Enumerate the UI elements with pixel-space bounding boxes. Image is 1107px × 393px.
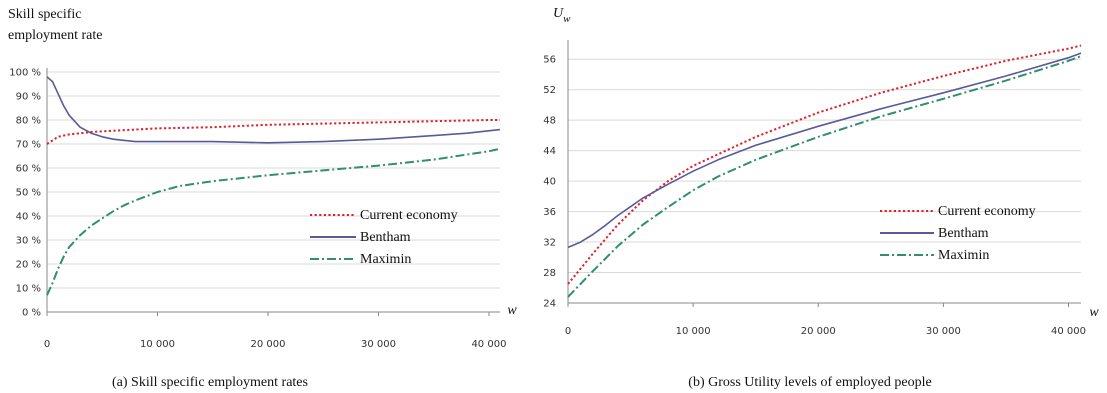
y-tick-label: 28 xyxy=(543,268,556,279)
y-tick-label: 80 % xyxy=(16,116,41,127)
x-tick-label: 20 000 xyxy=(250,339,285,350)
series-line-maximin xyxy=(567,55,1082,298)
x-tick-label: 10 000 xyxy=(676,326,711,337)
legend-label: Current economy xyxy=(360,208,458,223)
x-tick-label: 30 000 xyxy=(926,326,961,337)
y-tick-label: 90 % xyxy=(16,92,41,103)
x-tick-label: 0 xyxy=(565,326,571,337)
series-line-bentham xyxy=(46,76,501,144)
x-axis-label: w xyxy=(1089,305,1099,320)
chart-caption: (b) Gross Utility levels of employed peo… xyxy=(688,375,931,390)
series-line-bentham xyxy=(567,52,1082,249)
y-tick-label: 36 xyxy=(543,207,556,218)
y-axis-label: Uw xyxy=(553,6,571,25)
y-tick-label: 48 xyxy=(543,116,556,127)
y-tick-label: 10 % xyxy=(16,284,41,295)
y-tick-label: 0 % xyxy=(22,308,41,319)
y-axis-label: employment rate xyxy=(8,28,102,43)
series-line-current-economy xyxy=(46,119,500,145)
x-tick-label: 20 000 xyxy=(801,326,836,337)
chart-caption: (a) Skill specific employment rates xyxy=(112,375,308,390)
y-tick-label: 24 xyxy=(543,299,556,310)
y-tick-label: 70 % xyxy=(16,140,41,151)
y-axis-label: Skill specific xyxy=(8,7,82,22)
legend-label: Maximin xyxy=(360,252,411,267)
y-tick-label: 52 xyxy=(543,85,556,96)
legend-label: Current economy xyxy=(938,204,1036,219)
chart-panel-a: 0 % 10 % 20 % 30 % 40 % 50 % 60 % 70 % 80 % 90 % 1… xyxy=(8,7,517,390)
y-tick-label: 50 % xyxy=(16,188,41,199)
chart-panel-b: 24 28 32 36 40 44 48 52 56 0 10 000 20 000 30 000 40 … xyxy=(543,6,1099,390)
legend-label: Maximin xyxy=(938,248,989,263)
x-tick-label: 40 000 xyxy=(1051,326,1086,337)
y-tick-label: 60 % xyxy=(16,164,41,175)
x-axis-label: w xyxy=(507,303,517,318)
y-tick-label: 100 % xyxy=(9,68,41,79)
legend-label: Bentham xyxy=(360,230,411,245)
y-tick-label: 32 xyxy=(543,238,556,249)
x-tick-label: 10 000 xyxy=(140,339,175,350)
y-tick-label: 40 xyxy=(543,177,556,188)
y-tick-label: 44 xyxy=(543,146,556,157)
y-tick-label: 20 % xyxy=(16,260,41,271)
x-tick-label: 40 000 xyxy=(471,339,506,350)
legend-label: Bentham xyxy=(938,226,989,241)
x-tick-label: 0 xyxy=(44,339,50,350)
y-tick-label: 30 % xyxy=(16,236,41,247)
y-tick-label: 40 % xyxy=(16,212,41,223)
x-tick-label: 30 000 xyxy=(361,339,396,350)
y-tick-label: 56 xyxy=(543,55,556,66)
